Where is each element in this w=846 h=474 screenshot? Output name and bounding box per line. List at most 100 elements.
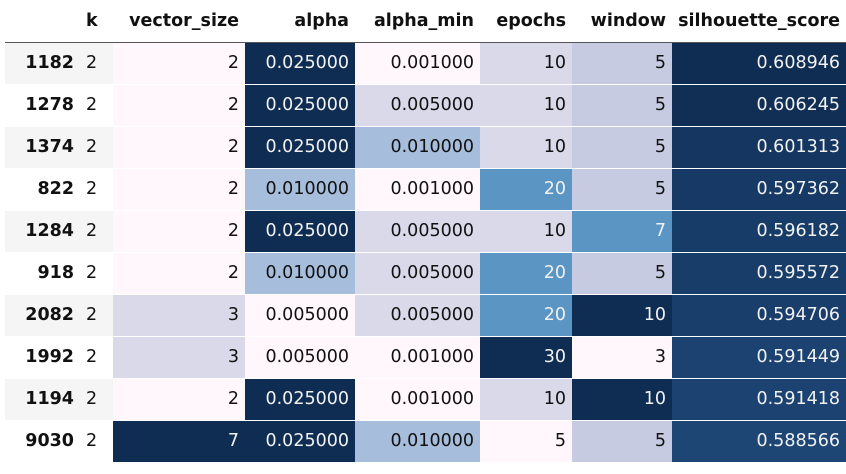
cell-k: 2 xyxy=(80,378,113,420)
cell-k: 2 xyxy=(80,420,113,462)
cell-vector-size: 2 xyxy=(113,84,245,126)
row-index: 2082 xyxy=(5,294,80,336)
cell-vector-size: 7 xyxy=(113,420,245,462)
column-header-k: k xyxy=(80,0,113,43)
cell-silhouette-score: 0.601313 xyxy=(672,126,846,168)
cell-silhouette-score: 0.591418 xyxy=(672,378,846,420)
table-row: 1374 2 2 0.025000 0.010000 10 5 0.601313 xyxy=(5,126,846,168)
cell-epochs: 10 xyxy=(480,378,572,420)
cell-alpha: 0.025000 xyxy=(245,420,355,462)
cell-window: 5 xyxy=(572,84,672,126)
cell-vector-size: 2 xyxy=(113,210,245,252)
cell-window: 10 xyxy=(572,294,672,336)
cell-window: 5 xyxy=(572,252,672,294)
row-index: 822 xyxy=(5,168,80,210)
table-row: 918 2 2 0.010000 0.005000 20 5 0.595572 xyxy=(5,252,846,294)
cell-alpha: 0.025000 xyxy=(245,42,355,84)
cell-window: 10 xyxy=(572,378,672,420)
cell-alpha: 0.010000 xyxy=(245,168,355,210)
cell-silhouette-score: 0.596182 xyxy=(672,210,846,252)
cell-alpha: 0.010000 xyxy=(245,252,355,294)
cell-epochs: 20 xyxy=(480,252,572,294)
cell-silhouette-score: 0.606245 xyxy=(672,84,846,126)
cell-k: 2 xyxy=(80,210,113,252)
cell-epochs: 30 xyxy=(480,336,572,378)
cell-k: 2 xyxy=(80,168,113,210)
table-row: 1182 2 2 0.025000 0.001000 10 5 0.608946 xyxy=(5,42,846,84)
cell-alpha: 0.025000 xyxy=(245,210,355,252)
cell-window: 5 xyxy=(572,168,672,210)
cell-epochs: 10 xyxy=(480,84,572,126)
table-row: 1992 2 3 0.005000 0.001000 30 3 0.591449 xyxy=(5,336,846,378)
cell-alpha-min: 0.001000 xyxy=(355,168,480,210)
cell-alpha: 0.005000 xyxy=(245,294,355,336)
column-header-epochs: epochs xyxy=(480,0,572,43)
cell-alpha: 0.025000 xyxy=(245,126,355,168)
cell-alpha-min: 0.005000 xyxy=(355,294,480,336)
cell-alpha: 0.025000 xyxy=(245,84,355,126)
cell-silhouette-score: 0.595572 xyxy=(672,252,846,294)
cell-k: 2 xyxy=(80,126,113,168)
cell-vector-size: 2 xyxy=(113,126,245,168)
table-body: 1182 2 2 0.025000 0.001000 10 5 0.608946… xyxy=(5,42,846,462)
row-index: 1374 xyxy=(5,126,80,168)
cell-vector-size: 2 xyxy=(113,252,245,294)
cell-vector-size: 3 xyxy=(113,294,245,336)
column-header-alpha: alpha xyxy=(245,0,355,43)
cell-alpha-min: 0.005000 xyxy=(355,210,480,252)
cell-vector-size: 3 xyxy=(113,336,245,378)
cell-silhouette-score: 0.588566 xyxy=(672,420,846,462)
cell-silhouette-score: 0.594706 xyxy=(672,294,846,336)
cell-k: 2 xyxy=(80,336,113,378)
cell-epochs: 10 xyxy=(480,210,572,252)
cell-alpha-min: 0.001000 xyxy=(355,42,480,84)
cell-alpha-min: 0.010000 xyxy=(355,420,480,462)
cell-window: 7 xyxy=(572,210,672,252)
cell-vector-size: 2 xyxy=(113,378,245,420)
cell-alpha-min: 0.010000 xyxy=(355,126,480,168)
row-index: 1278 xyxy=(5,84,80,126)
cell-vector-size: 2 xyxy=(113,42,245,84)
cell-alpha-min: 0.005000 xyxy=(355,252,480,294)
cell-window: 5 xyxy=(572,42,672,84)
table-row: 9030 2 7 0.025000 0.010000 5 5 0.588566 xyxy=(5,420,846,462)
cell-silhouette-score: 0.597362 xyxy=(672,168,846,210)
table-row: 2082 2 3 0.005000 0.005000 20 10 0.59470… xyxy=(5,294,846,336)
row-index: 1182 xyxy=(5,42,80,84)
cell-alpha-min: 0.001000 xyxy=(355,336,480,378)
cell-epochs: 5 xyxy=(480,420,572,462)
index-header xyxy=(5,0,80,43)
row-index: 9030 xyxy=(5,420,80,462)
row-index: 1194 xyxy=(5,378,80,420)
cell-k: 2 xyxy=(80,84,113,126)
cell-vector-size: 2 xyxy=(113,168,245,210)
cell-silhouette-score: 0.591449 xyxy=(672,336,846,378)
table-row: 1194 2 2 0.025000 0.001000 10 10 0.59141… xyxy=(5,378,846,420)
cell-alpha: 0.025000 xyxy=(245,378,355,420)
cell-silhouette-score: 0.608946 xyxy=(672,42,846,84)
cell-window: 5 xyxy=(572,126,672,168)
row-index: 1992 xyxy=(5,336,80,378)
column-header-alpha-min: alpha_min xyxy=(355,0,480,43)
cell-window: 5 xyxy=(572,420,672,462)
cell-window: 3 xyxy=(572,336,672,378)
cell-k: 2 xyxy=(80,252,113,294)
cell-k: 2 xyxy=(80,42,113,84)
cell-epochs: 10 xyxy=(480,126,572,168)
column-header-silhouette-score: silhouette_score xyxy=(672,0,846,43)
table-header-row: k vector_size alpha alpha_min epochs win… xyxy=(5,0,846,43)
table-row: 1278 2 2 0.025000 0.005000 10 5 0.606245 xyxy=(5,84,846,126)
cell-epochs: 20 xyxy=(480,294,572,336)
row-index: 918 xyxy=(5,252,80,294)
cell-epochs: 20 xyxy=(480,168,572,210)
table-row: 822 2 2 0.010000 0.001000 20 5 0.597362 xyxy=(5,168,846,210)
cell-epochs: 10 xyxy=(480,42,572,84)
column-header-vector-size: vector_size xyxy=(113,0,245,43)
table-row: 1284 2 2 0.025000 0.005000 10 7 0.596182 xyxy=(5,210,846,252)
cell-alpha-min: 0.005000 xyxy=(355,84,480,126)
column-header-window: window xyxy=(572,0,672,43)
results-table: k vector_size alpha alpha_min epochs win… xyxy=(5,0,846,462)
cell-alpha-min: 0.001000 xyxy=(355,378,480,420)
cell-alpha: 0.005000 xyxy=(245,336,355,378)
row-index: 1284 xyxy=(5,210,80,252)
